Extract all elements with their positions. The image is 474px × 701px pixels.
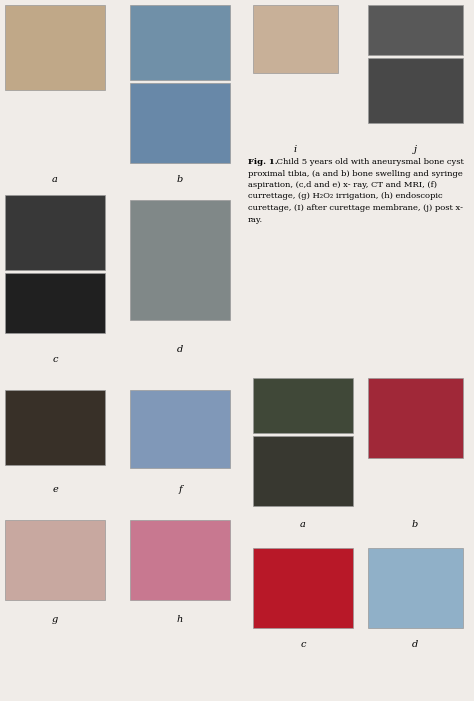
Text: d: d: [177, 345, 183, 354]
Bar: [5, 5, 105, 90]
Text: proximal tibia, (a and b) bone swelling and syringe: proximal tibia, (a and b) bone swelling …: [248, 170, 463, 177]
Bar: [253, 378, 353, 433]
Text: f: f: [178, 485, 182, 494]
Text: c: c: [300, 640, 306, 649]
Bar: [5, 273, 105, 333]
Bar: [253, 436, 353, 506]
Text: c: c: [52, 355, 58, 364]
Bar: [368, 548, 463, 628]
Text: a: a: [300, 520, 306, 529]
Bar: [253, 548, 353, 628]
Bar: [368, 5, 463, 55]
Text: g: g: [52, 615, 58, 624]
Bar: [253, 5, 338, 73]
Bar: [130, 200, 230, 320]
Bar: [130, 5, 230, 80]
Bar: [368, 378, 463, 458]
Text: i: i: [293, 145, 297, 154]
Bar: [368, 58, 463, 123]
Text: j: j: [413, 145, 417, 154]
Text: Child 5 years old with aneurysmal bone cyst: Child 5 years old with aneurysmal bone c…: [274, 158, 464, 166]
Bar: [5, 520, 105, 600]
Text: b: b: [412, 520, 418, 529]
Text: b: b: [177, 175, 183, 184]
Bar: [5, 195, 105, 270]
Bar: [130, 83, 230, 163]
Text: e: e: [52, 485, 58, 494]
Text: Fig. 1.: Fig. 1.: [248, 158, 278, 166]
Text: ray.: ray.: [248, 215, 263, 224]
Text: a: a: [52, 175, 58, 184]
Bar: [130, 520, 230, 600]
Text: h: h: [177, 615, 183, 624]
Bar: [130, 390, 230, 468]
Bar: [5, 390, 105, 465]
Text: currettage, (g) H₂O₂ irrigation, (h) endoscopic: currettage, (g) H₂O₂ irrigation, (h) end…: [248, 193, 443, 200]
Text: d: d: [412, 640, 418, 649]
Text: curettage, (I) after curettage membrane, (j) post x-: curettage, (I) after curettage membrane,…: [248, 204, 463, 212]
Text: aspiration, (c,d and e) x- ray, CT and MRI, (f): aspiration, (c,d and e) x- ray, CT and M…: [248, 181, 437, 189]
